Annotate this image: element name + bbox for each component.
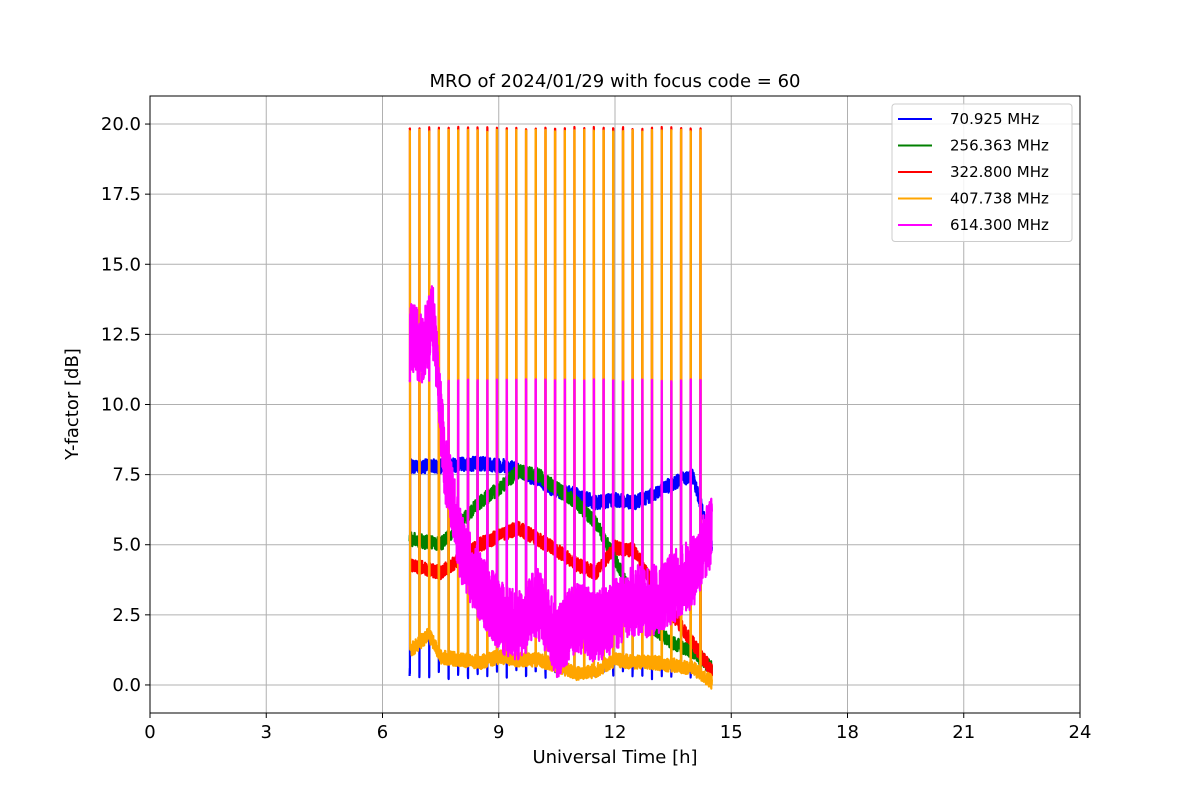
legend-label: 614.300 MHz: [950, 216, 1049, 234]
y-axis: 0.0 2.5 5.0 7.5 10.0 12.5 15.0 17.5 20.0: [101, 114, 150, 696]
y-tick-label: 10.0: [101, 395, 141, 416]
legend-label: 70.925 MHz: [950, 110, 1039, 128]
x-axis: 0 3 6 9 12 15 18 21 24: [144, 713, 1091, 743]
legend: 70.925 MHz 256.363 MHz 322.800 MHz 407.738 …: [891, 103, 1073, 242]
x-tick-label: 6: [377, 722, 388, 743]
legend-label: 407.738 MHz: [950, 190, 1049, 208]
grid: [149, 96, 1081, 713]
y-tick-label: 5.0: [112, 535, 141, 556]
chart-title: MRO of 2024/01/29 with focus code = 60: [430, 71, 801, 92]
x-tick-label: 12: [604, 722, 627, 743]
y-axis-label: Y-factor [dB]: [62, 348, 83, 461]
y-tick-label: 20.0: [101, 114, 141, 135]
x-tick-label: 3: [261, 722, 272, 743]
plot-series: [408, 125, 713, 690]
y-tick-label: 17.5: [101, 184, 141, 205]
y-tick-label: 7.5: [112, 465, 141, 486]
x-tick-label: 0: [144, 722, 155, 743]
legend-box: [891, 103, 1073, 242]
legend-label: 322.800 MHz: [950, 163, 1049, 181]
series-line: [408, 285, 713, 679]
x-axis-label: Universal Time [h]: [532, 747, 697, 768]
legend-label: 256.363 MHz: [950, 137, 1049, 155]
x-tick-label: 15: [720, 722, 743, 743]
y-tick-label: 2.5: [112, 605, 141, 626]
y-tick-label: 0.0: [112, 675, 141, 696]
y-tick-label: 15.0: [101, 254, 141, 275]
y-tick-label: 12.5: [101, 324, 141, 345]
x-tick-label: 21: [952, 722, 975, 743]
x-tick-label: 18: [836, 722, 859, 743]
x-tick-label: 24: [1069, 722, 1092, 743]
x-tick-label: 9: [493, 722, 504, 743]
